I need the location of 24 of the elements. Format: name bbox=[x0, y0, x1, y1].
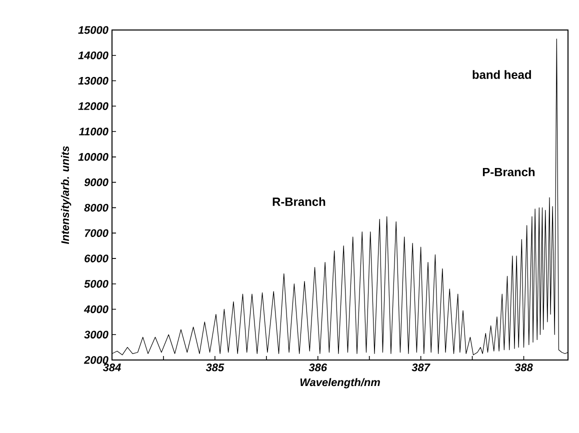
y-tick-label: 9000 bbox=[84, 178, 108, 186]
y-tick-label: 11000 bbox=[78, 128, 108, 136]
annotation: P-Branch bbox=[482, 168, 535, 176]
y-tick-label: 14000 bbox=[78, 52, 108, 60]
y-tick-label: 3000 bbox=[84, 330, 108, 338]
y-tick-label: 8000 bbox=[84, 204, 108, 212]
y-tick-label: 6000 bbox=[84, 254, 108, 262]
x-tick-label: 384 bbox=[102, 364, 121, 372]
x-axis-title: Wavelength/nm bbox=[300, 378, 380, 388]
y-tick-label: 13000 bbox=[78, 76, 108, 85]
y-tick-label: 12000 bbox=[78, 102, 108, 110]
x-tick-label: 387 bbox=[412, 364, 430, 372]
y-tick-label: 2000 bbox=[84, 356, 108, 364]
x-tick-label: 388 bbox=[514, 364, 533, 372]
y-axis-title: Intensity/arb. units bbox=[60, 146, 72, 244]
annotation: R-Branch bbox=[272, 197, 326, 206]
x-tick-label: 386 bbox=[308, 364, 328, 372]
y-tick-label: 10000 bbox=[78, 153, 108, 161]
y-tick-label: 7000 bbox=[84, 229, 108, 237]
y-tick-label: 5000 bbox=[84, 280, 108, 288]
x-tick-label: 385 bbox=[206, 364, 224, 372]
y-tick-label: 4000 bbox=[84, 305, 108, 314]
y-tick-label: 15000 bbox=[78, 26, 108, 34]
annotation: band head bbox=[472, 70, 531, 79]
